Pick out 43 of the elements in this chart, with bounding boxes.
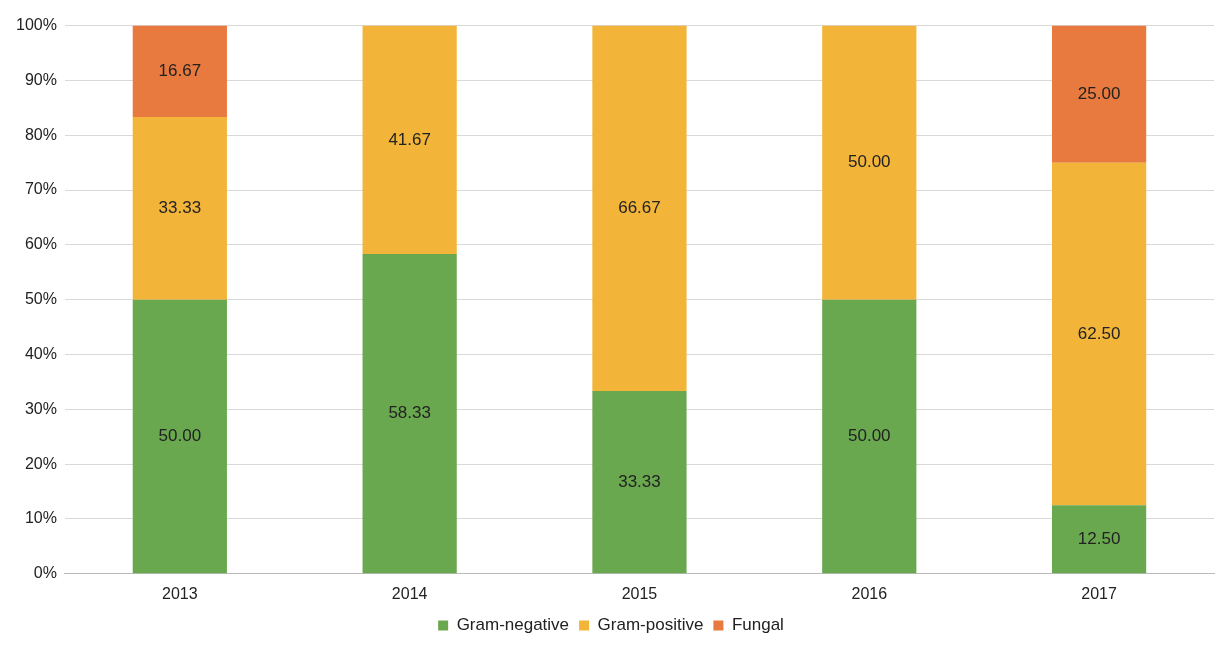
legend-label: Fungal: [731, 615, 784, 635]
x-tick-label: 2014: [391, 584, 428, 602]
bar: [132, 299, 227, 574]
data-label: 50.00: [158, 426, 202, 446]
data-label: 25.00: [1077, 83, 1121, 103]
bar: [822, 25, 917, 300]
bar: [592, 25, 687, 392]
y-tick-label: 90%: [24, 70, 57, 88]
data-label: 33.33: [158, 198, 202, 218]
bar: [362, 254, 457, 574]
y-tick-label: 10%: [24, 509, 57, 527]
y-tick-label: 0%: [33, 564, 57, 582]
data-label: 50.00: [848, 426, 891, 446]
bar: [132, 25, 227, 117]
bar: [1051, 162, 1147, 506]
data-label: 58.33: [388, 403, 431, 423]
x-tick-label: 2016: [851, 584, 888, 602]
legend-label: Gram-negative: [456, 615, 570, 635]
bar: [1051, 25, 1147, 163]
x-tick-label: 2015: [621, 584, 658, 602]
bar: [822, 299, 917, 574]
data-label: 41.67: [388, 129, 431, 149]
y-tick-label: 50%: [24, 290, 57, 308]
data-label: 12.50: [1077, 528, 1121, 548]
bar: [362, 25, 457, 255]
x-tick-label: 2013: [162, 584, 198, 602]
y-tick-label: 30%: [24, 399, 57, 417]
bar: [1051, 505, 1147, 574]
y-tick-label: 20%: [24, 454, 57, 472]
y-tick-label: 40%: [24, 344, 57, 362]
data-label: 66.67: [618, 198, 661, 218]
data-label: 50.00: [848, 152, 891, 172]
y-tick-label: 70%: [24, 180, 57, 198]
bar: [592, 391, 687, 574]
y-tick-label: 80%: [24, 125, 57, 143]
data-label: 33.33: [618, 471, 661, 491]
y-tick-label: 60%: [24, 235, 57, 253]
bar: [132, 116, 227, 300]
legend-label: Gram-positive: [597, 615, 704, 635]
x-tick-label: 2017: [1081, 584, 1117, 602]
data-label: 62.50: [1077, 323, 1121, 343]
data-label: 16.67: [158, 60, 202, 80]
y-tick-label: 100%: [16, 16, 57, 34]
